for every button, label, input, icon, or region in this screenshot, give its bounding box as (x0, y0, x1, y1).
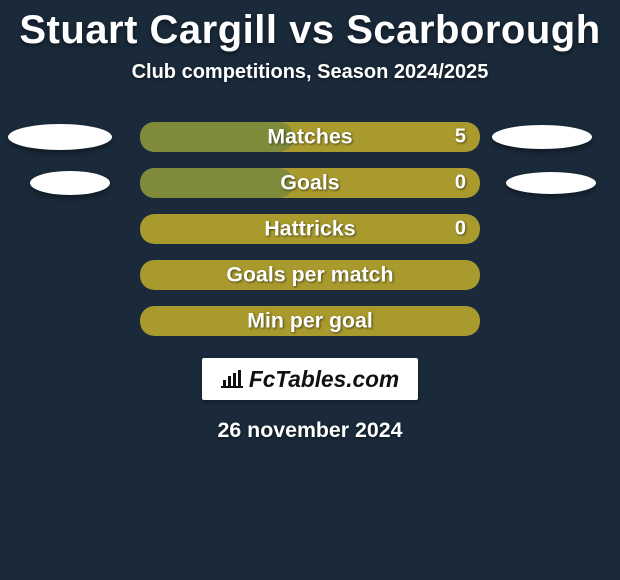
stat-value: 5 (455, 126, 466, 149)
date-line: 26 november 2024 (0, 418, 620, 443)
left-value-ellipse (30, 171, 110, 195)
bar-chart-icon (221, 370, 243, 388)
stat-bar: Matches 5 (140, 122, 480, 152)
stat-bar: Goals 0 (140, 168, 480, 198)
fctables-logo: FcTables.com (202, 358, 418, 400)
stat-bar-fill-left (140, 168, 293, 198)
stat-bar: Hattricks 0 (140, 214, 480, 244)
stat-row: Goals 0 (0, 160, 620, 206)
logo-text: FcTables.com (249, 366, 399, 393)
page-title: Stuart Cargill vs Scarborough (0, 8, 620, 53)
stat-value: 0 (455, 172, 466, 195)
right-value-ellipse (492, 125, 592, 149)
stat-row: Min per goal (0, 298, 620, 344)
stat-label: Hattricks (264, 217, 355, 242)
stat-label: Goals per match (226, 263, 393, 288)
stat-bar: Goals per match (140, 260, 480, 290)
left-value-ellipse (8, 124, 112, 150)
stats-block: Matches 5 Goals 0 Hattricks 0 Goals per match M… (0, 114, 620, 344)
season-subtitle: Club competitions, Season 2024/2025 (0, 61, 620, 84)
stat-row: Goals per match (0, 252, 620, 298)
stat-row: Hattricks 0 (0, 206, 620, 252)
right-value-ellipse (506, 172, 596, 194)
stat-row: Matches 5 (0, 114, 620, 160)
stat-label: Matches (267, 125, 352, 150)
stat-label: Goals (280, 171, 339, 196)
stat-value: 0 (455, 218, 466, 241)
stat-bar: Min per goal (140, 306, 480, 336)
stat-label: Min per goal (247, 309, 373, 334)
infographic-root: Stuart Cargill vs Scarborough Club compe… (0, 0, 620, 580)
